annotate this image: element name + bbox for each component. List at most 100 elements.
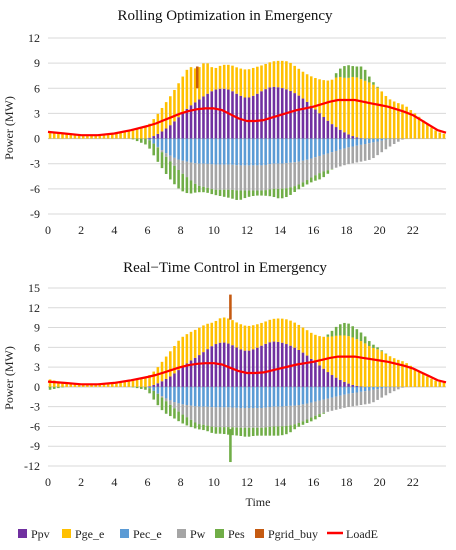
bar-pge_e — [413, 368, 417, 387]
bar-pge_e — [239, 324, 243, 350]
bar-pge_e — [214, 320, 218, 345]
bar-pge_e — [438, 381, 442, 387]
bar-pge_e — [293, 322, 296, 348]
bar-pge_e — [338, 335, 342, 380]
bar-pec_e — [156, 386, 160, 394]
bar-pes — [156, 393, 160, 406]
bar-pec_e — [256, 386, 259, 408]
bar-pge_e — [442, 133, 446, 139]
bar-pge_e — [106, 134, 110, 139]
bar-pw — [301, 160, 305, 183]
bar-pw — [359, 144, 363, 162]
bar-pge_e — [309, 332, 313, 359]
bar-pes — [318, 173, 321, 180]
bar-pw — [314, 401, 317, 416]
bar-pes — [227, 427, 230, 435]
bar-pec_e — [372, 386, 375, 390]
bar-pes — [222, 189, 226, 197]
bar-ppv — [322, 116, 325, 139]
x-tick-label: 14 — [274, 475, 286, 489]
x-tick-label: 0 — [45, 475, 51, 489]
bar-ppv — [256, 93, 259, 139]
bar-pec_e — [289, 138, 292, 163]
y-tick-label: -9 — [30, 207, 40, 221]
bar-ppv — [156, 133, 160, 139]
bar-pec_e — [338, 138, 342, 150]
bar-pec_e — [152, 386, 156, 391]
bar-ppv — [173, 373, 176, 387]
bar-pes — [169, 404, 172, 417]
x-tick-label: 16 — [307, 475, 319, 489]
bar-pw — [359, 391, 363, 406]
bar-pge_e — [363, 80, 367, 139]
bar-pge_e — [355, 339, 359, 386]
bar-pge_e — [135, 379, 139, 387]
bar-pec_e — [301, 138, 305, 161]
y-tick-label: 0 — [34, 132, 40, 146]
bar-pw — [268, 164, 272, 190]
bar-pw — [368, 390, 371, 404]
y-tick-label: -6 — [30, 182, 40, 196]
bar-ppv — [280, 342, 284, 387]
bar-pec_e — [148, 386, 151, 389]
bar-pes — [363, 69, 367, 81]
chart-title: Rolling Optimization in Emergency — [117, 8, 333, 24]
bar-ppv — [193, 102, 197, 139]
bar-pge_e — [110, 133, 114, 139]
bar-pes — [235, 190, 238, 200]
legend-item-pge_e: Pge_e — [62, 527, 104, 541]
bar-ppv — [206, 349, 209, 387]
bar-pes — [359, 332, 363, 342]
bar-pge_e — [90, 384, 93, 387]
bar-pw — [301, 404, 305, 422]
bar-pw — [289, 162, 292, 188]
bar-pw — [222, 407, 226, 428]
bar-pes — [368, 76, 371, 83]
legend-label: LoadE — [346, 527, 378, 541]
bar-pge_e — [127, 130, 131, 139]
bar-pge_e — [322, 336, 325, 369]
bar-pge_e — [218, 65, 222, 89]
bar-pes — [243, 190, 247, 199]
bar-ppv — [318, 365, 321, 387]
x-tick-label: 18 — [341, 223, 353, 237]
bar-ppv — [276, 341, 280, 387]
bar-pw — [185, 405, 189, 418]
y-tick-label: 12 — [28, 31, 40, 45]
bar-pes — [193, 183, 197, 193]
bar-pge_e — [426, 376, 429, 387]
bar-pec_e — [235, 138, 238, 166]
bar-pw — [235, 165, 238, 191]
bar-pw — [169, 155, 172, 162]
bar-pge_e — [355, 77, 359, 138]
bar-ppv — [309, 105, 313, 139]
bar-pge_e — [438, 132, 442, 139]
bar-pw — [368, 143, 371, 160]
bar-pes — [214, 189, 218, 196]
bar-ppv — [293, 347, 296, 387]
bar-pec_e — [363, 138, 367, 145]
bar-pge_e — [48, 132, 52, 139]
bar-pec_e — [347, 138, 350, 148]
bar-pge_e — [148, 375, 151, 387]
bar-pw — [227, 164, 230, 190]
bar-pec_e — [293, 386, 296, 406]
bar-pge_e — [231, 65, 234, 92]
x-tick-label: 22 — [407, 223, 419, 237]
bar-pes — [218, 427, 222, 434]
bar-ppv — [152, 136, 156, 139]
bar-pge_e — [392, 101, 396, 139]
bar-ppv — [148, 386, 151, 387]
bar-pge_e — [268, 319, 272, 343]
bar-pes — [260, 427, 263, 436]
bar-pec_e — [388, 386, 392, 388]
bar-pec_e — [181, 386, 185, 405]
bar-pge_e — [289, 320, 292, 346]
bar-ppv — [156, 383, 160, 387]
bar-pw — [401, 138, 404, 140]
bar-pge_e — [264, 63, 267, 90]
bar-pes — [231, 427, 234, 436]
bar-pec_e — [173, 386, 176, 403]
bar-pge_e — [330, 336, 334, 376]
